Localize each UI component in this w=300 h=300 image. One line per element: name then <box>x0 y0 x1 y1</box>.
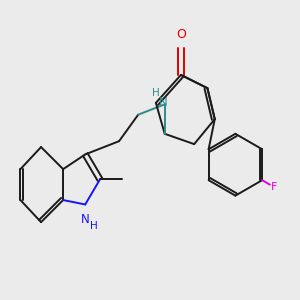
Text: N: N <box>159 96 168 110</box>
Text: H: H <box>90 221 97 231</box>
Text: F: F <box>271 182 278 192</box>
Text: O: O <box>176 28 186 41</box>
Text: H: H <box>152 88 160 98</box>
Text: N: N <box>81 213 90 226</box>
